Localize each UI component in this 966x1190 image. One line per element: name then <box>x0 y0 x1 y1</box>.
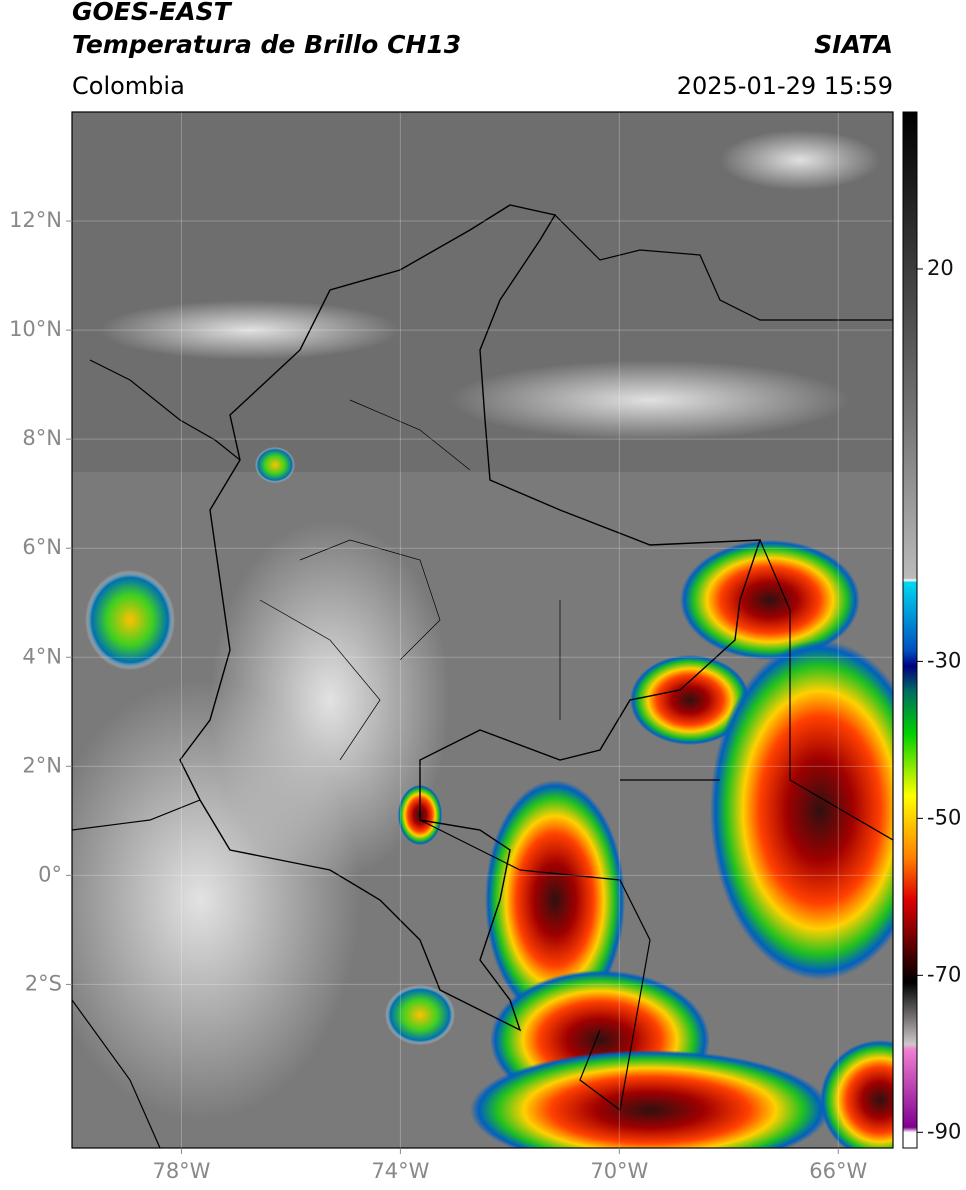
y-tick-label: 10°N <box>9 317 62 341</box>
title: GOES-EAST <box>72 0 233 26</box>
region: Colombia <box>72 72 185 100</box>
subtitle: Temperatura de Brillo CH13 <box>72 30 461 59</box>
source: SIATA <box>814 30 893 59</box>
x-tick-label: 66°W <box>809 1159 867 1183</box>
y-tick-label: 6°N <box>22 535 62 559</box>
x-tick-label: 74°W <box>371 1159 429 1183</box>
timestamp: 2025-01-29 15:59 <box>677 72 893 100</box>
y-tick-label: 4°N <box>22 644 62 668</box>
y-tick-label: 0° <box>38 862 62 886</box>
colorbar-tick-label: -50 <box>927 805 961 829</box>
map-frame <box>71 111 894 1149</box>
y-tick-label: 12°N <box>9 208 62 232</box>
x-tick-label: 70°W <box>590 1159 648 1183</box>
colorbar-tick-label: -70 <box>927 962 961 986</box>
y-tick-label: 2°S <box>25 971 62 995</box>
y-tick-label: 8°N <box>22 426 62 450</box>
grid <box>72 112 893 1148</box>
imagery <box>72 112 893 1148</box>
colorbar-tick-label: 20 <box>927 256 954 280</box>
colorbar-tick-label: -30 <box>927 648 961 672</box>
colorbar-tick-label: -90 <box>927 1119 961 1143</box>
colorbar <box>902 111 918 1149</box>
y-tick-label: 2°N <box>22 753 62 777</box>
x-tick-label: 78°W <box>152 1159 210 1183</box>
